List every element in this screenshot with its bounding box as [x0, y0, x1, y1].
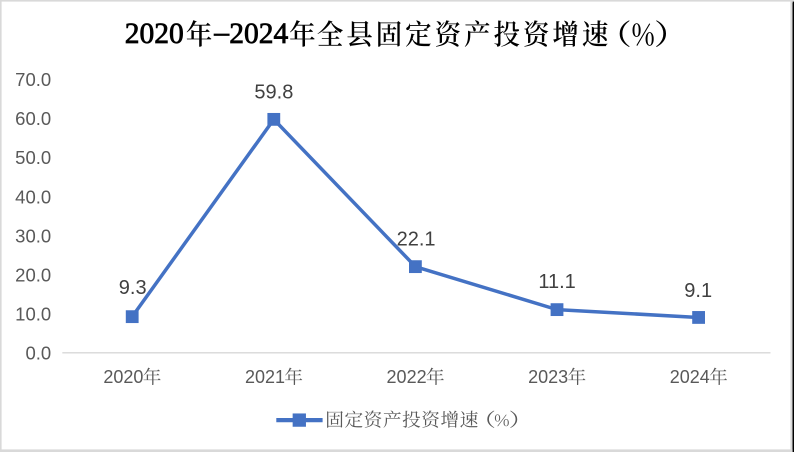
- svg-text:9.1: 9.1: [684, 280, 712, 302]
- svg-text:2020: 2020: [103, 367, 143, 387]
- svg-text:2023: 2023: [528, 367, 568, 387]
- svg-text:0.0: 0.0: [25, 343, 51, 364]
- svg-text:2024: 2024: [670, 367, 710, 387]
- svg-text:70.0: 70.0: [15, 69, 51, 90]
- svg-text:11.1: 11.1: [538, 271, 575, 293]
- svg-text:9.3: 9.3: [119, 277, 147, 299]
- svg-text:2022: 2022: [387, 367, 427, 387]
- svg-text:60.0: 60.0: [15, 108, 51, 129]
- svg-text:–: –: [213, 17, 229, 49]
- svg-text:22.1: 22.1: [397, 229, 436, 251]
- svg-text:30.0: 30.0: [15, 225, 51, 246]
- svg-text:20.0: 20.0: [15, 264, 51, 285]
- svg-text:2024: 2024: [229, 18, 288, 50]
- svg-text:50.0: 50.0: [15, 147, 51, 168]
- svg-text:59.8: 59.8: [254, 82, 293, 104]
- svg-text:2020: 2020: [125, 18, 184, 50]
- svg-text:40.0: 40.0: [15, 186, 51, 207]
- svg-text:10.0: 10.0: [15, 303, 51, 324]
- svg-text:2021: 2021: [245, 367, 285, 387]
